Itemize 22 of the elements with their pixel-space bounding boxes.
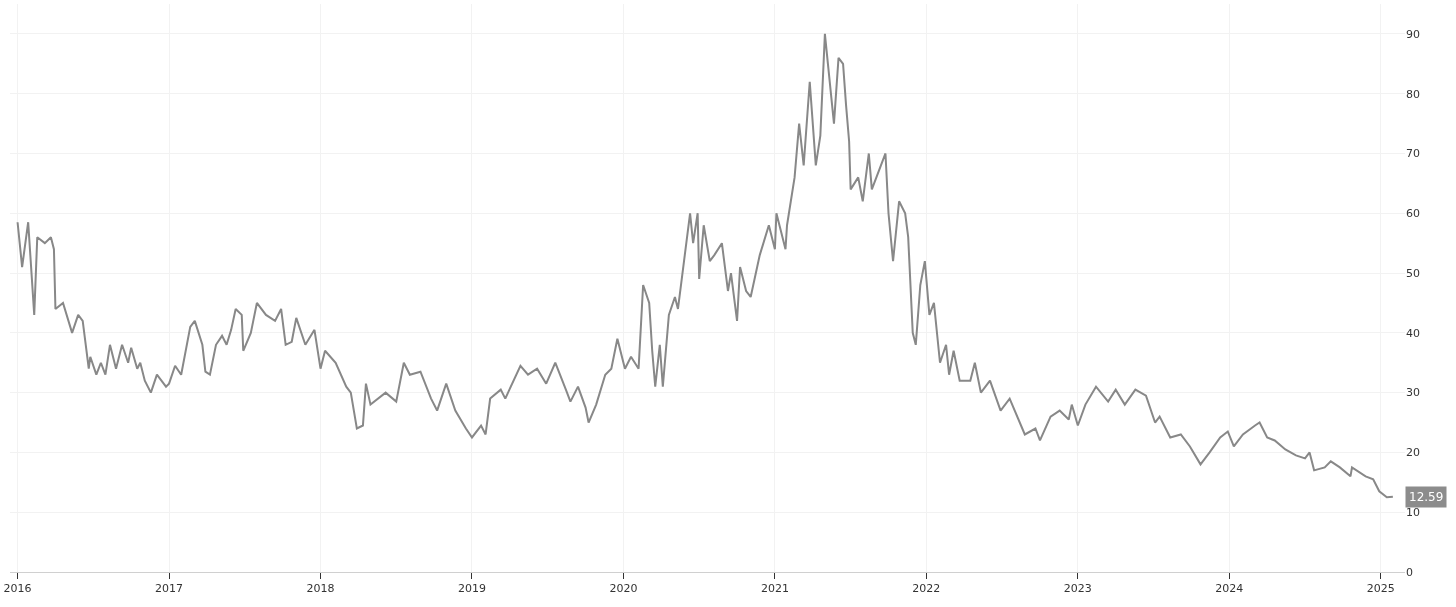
- y-tick-label: 60: [1406, 207, 1420, 221]
- y-tick-label: 30: [1406, 386, 1420, 400]
- y-tick-label: 0: [1406, 565, 1413, 579]
- line-series: [16, 32, 1394, 499]
- x-tick-label: 2022: [912, 582, 941, 596]
- x-tick-label: 2018: [306, 582, 335, 596]
- y-tick-label: 40: [1406, 326, 1420, 340]
- x-tick-label: 2021: [760, 582, 789, 596]
- y-tick-label: 80: [1406, 87, 1420, 101]
- annotation: 12.59: [1409, 490, 1444, 504]
- y-tick-label: 10: [1406, 506, 1420, 520]
- x-tick-label: 2020: [609, 582, 638, 596]
- x-tick-label: 2023: [1063, 582, 1092, 596]
- y-tick-label: 50: [1406, 266, 1420, 280]
- x-tick-label: 2019: [457, 582, 486, 596]
- y-tick-label: 70: [1406, 147, 1420, 161]
- x-tick-label: 2025: [1366, 582, 1395, 596]
- y-tick-label: 20: [1406, 446, 1420, 460]
- x-tick-label: 2017: [155, 582, 184, 596]
- x-tick-label: 2016: [3, 582, 32, 596]
- x-tick-label: 2024: [1215, 582, 1244, 596]
- y-tick-label: 90: [1406, 27, 1420, 41]
